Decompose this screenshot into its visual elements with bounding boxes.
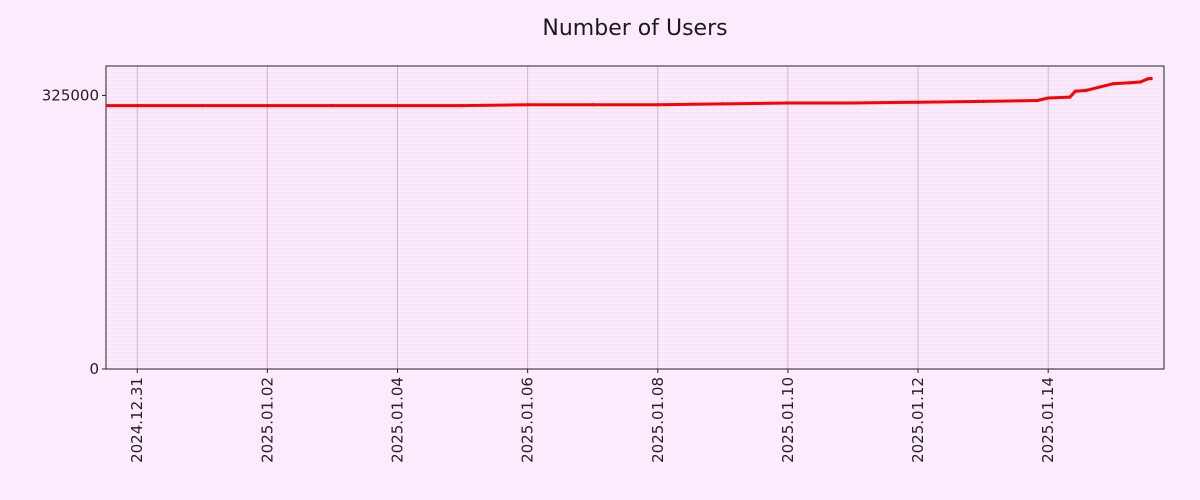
x-tick-label: 2025.01.10	[779, 377, 797, 463]
y-tick-label: 325000	[42, 86, 99, 104]
x-tick-label: 2024.12.31	[128, 377, 146, 463]
data-point	[1138, 80, 1142, 84]
data-point	[656, 103, 660, 107]
data-point	[200, 103, 204, 108]
data-point	[721, 102, 725, 106]
data-point	[1035, 98, 1039, 103]
data-point	[330, 103, 335, 108]
data-point	[265, 103, 269, 108]
data-point	[1068, 95, 1072, 99]
x-tick-label: 2025.01.08	[649, 377, 667, 463]
x-tick-label: 2025.01.06	[519, 377, 537, 463]
data-point	[981, 99, 985, 103]
major-grid	[136, 66, 1049, 369]
x-tick-label: 2025.01.02	[258, 377, 276, 463]
series-layer	[106, 77, 1153, 108]
minor-grid	[106, 66, 1164, 369]
y-tick-label: 0	[89, 360, 99, 378]
data-point	[1073, 89, 1077, 93]
data-point	[1127, 81, 1132, 85]
data-point	[1084, 88, 1088, 93]
data-point	[526, 103, 530, 107]
data-point	[395, 103, 400, 108]
x-tick-label: 2025.01.14	[1039, 377, 1057, 463]
y-axis: 0 325000	[42, 86, 106, 378]
data-point	[1046, 96, 1050, 100]
x-axis: 2024.12.31 2025.01.02 2025.01.04 2025.01.06…	[128, 369, 1057, 463]
data-point	[1149, 77, 1153, 81]
data-point	[1111, 82, 1115, 86]
data-point	[851, 101, 855, 105]
data-point	[1146, 77, 1151, 81]
data-point	[591, 103, 595, 107]
plot-frame	[105, 65, 1165, 370]
series-line	[106, 77, 1152, 108]
x-tick-label: 2025.01.12	[909, 377, 927, 463]
data-point	[916, 100, 920, 104]
x-tick-label: 2025.01.04	[389, 377, 407, 463]
data-point	[135, 103, 139, 108]
data-point	[460, 103, 465, 108]
data-point	[786, 101, 790, 105]
chart-title: Number of Users	[542, 16, 728, 41]
